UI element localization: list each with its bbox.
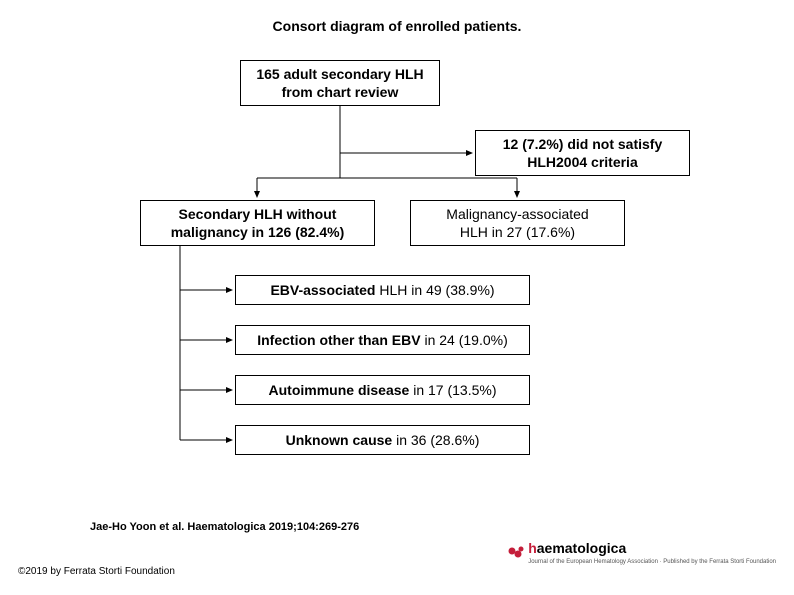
journal-logo: haematologica Journal of the European He… bbox=[508, 540, 776, 565]
logo-name: aematologica bbox=[537, 540, 626, 556]
flow-node-n6: Infection other than EBV in 24 (19.0%) bbox=[235, 325, 530, 355]
flow-node-n5: EBV-associated HLH in 49 (38.9%) bbox=[235, 275, 530, 305]
page-title: Consort diagram of enrolled patients. bbox=[0, 18, 794, 34]
logo-tagline: Journal of the European Hematology Assoc… bbox=[528, 559, 776, 565]
flow-node-n2: 12 (7.2%) did not satisfyHLH2004 criteri… bbox=[475, 130, 690, 176]
copyright: ©2019 by Ferrata Storti Foundation bbox=[18, 566, 175, 577]
diagram-connectors bbox=[140, 60, 700, 480]
flow-node-n4: Malignancy-associatedHLH in 27 (17.6%) bbox=[410, 200, 625, 246]
flow-node-n3: Secondary HLH withoutmalignancy in 126 (… bbox=[140, 200, 375, 246]
consort-diagram: 165 adult secondary HLHfrom chart review… bbox=[140, 60, 700, 480]
citation: Jae-Ho Yoon et al. Haematologica 2019;10… bbox=[90, 521, 359, 533]
flow-node-n8: Unknown cause in 36 (28.6%) bbox=[235, 425, 530, 455]
logo-prefix: h bbox=[528, 540, 537, 556]
journal-icon bbox=[508, 545, 524, 561]
flow-node-n7: Autoimmune disease in 17 (13.5%) bbox=[235, 375, 530, 405]
flow-node-n1: 165 adult secondary HLHfrom chart review bbox=[240, 60, 440, 106]
